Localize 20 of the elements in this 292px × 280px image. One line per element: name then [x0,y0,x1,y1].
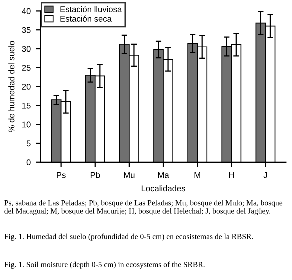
x-tick-label: M [194,172,200,178]
x-tick-label: Ma [158,172,170,178]
legend-label: Estación lluviosa [60,6,122,12]
x-axis-title: Localidades [142,185,186,192]
y-tick-label: 25 [22,65,31,71]
x-tick-label: Mu [124,172,135,178]
x-tick-label: J [264,172,268,178]
x-tick-label: H [229,172,234,178]
legend-label: Estación seca [60,16,112,22]
y-tick-label: 5 [26,140,31,147]
y-tick-label: 0 [26,160,31,166]
y-tick-label: 15 [22,102,31,109]
y-tick-label: 20 [22,84,31,90]
x-tick-label: Pb [90,172,100,178]
y-axis-title: % de humedad del suelo [8,41,15,132]
y-tick-label: 40 [22,8,31,14]
x-tick-label: Ps [57,172,66,178]
y-tick-label: 10 [22,122,31,128]
y-tick-label: 35 [22,27,31,34]
y-tick-label: 30 [22,46,31,52]
